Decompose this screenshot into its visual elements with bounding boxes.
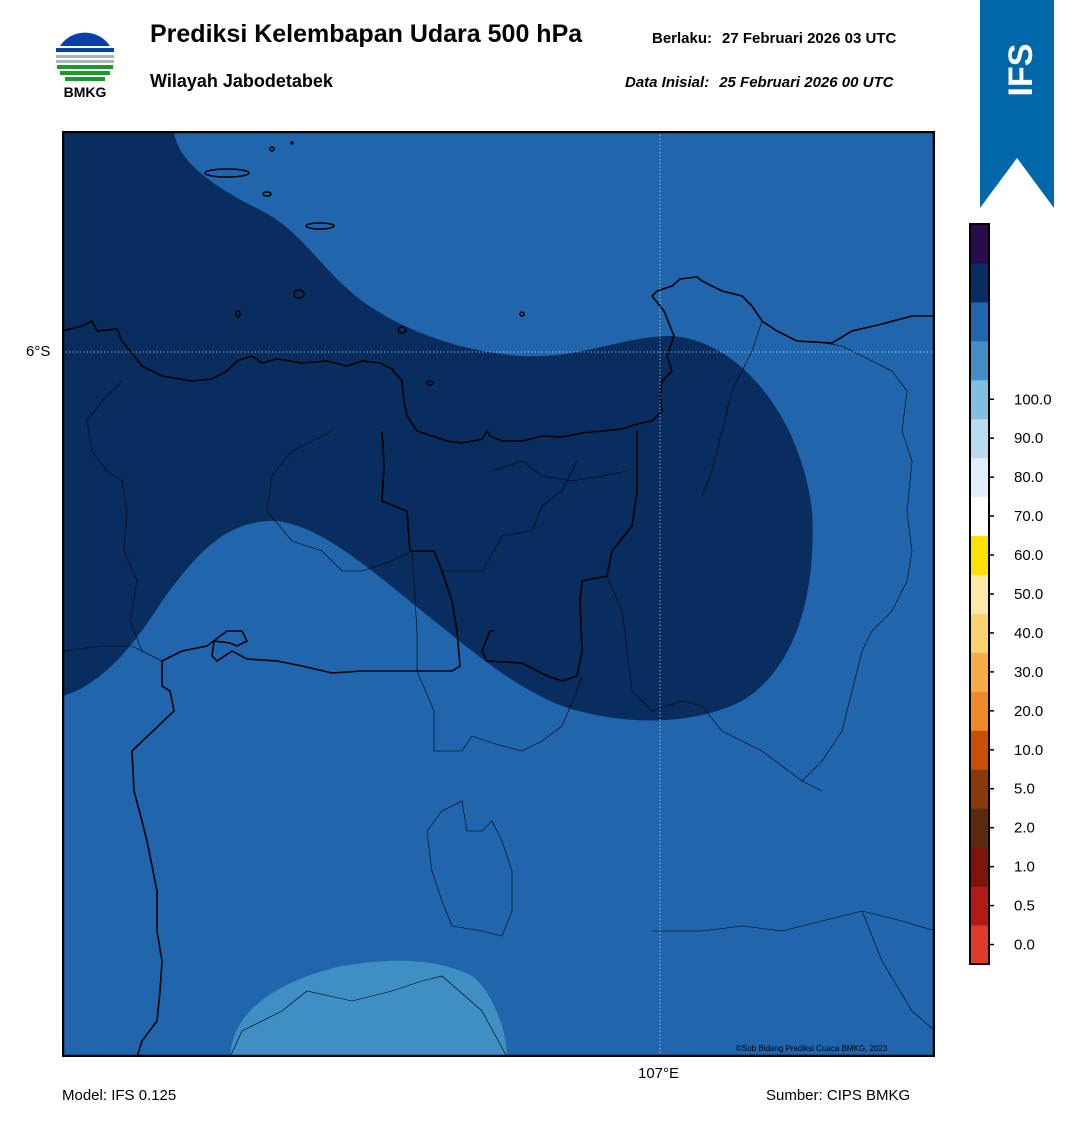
colorbar-swatch	[970, 808, 989, 848]
map-title: Prediksi Kelembapan Udara 500 hPa	[150, 20, 583, 48]
colorbar-tick-label: 1.0	[1014, 859, 1035, 876]
colorbar-tick-label: 60.0	[1014, 547, 1043, 564]
logo-text: BMKG	[63, 84, 107, 100]
jakarta-boundary	[211, 430, 461, 674]
colorbar-tick-label: 90.0	[1014, 430, 1043, 447]
colorbar-tick-label: 100.0	[1014, 391, 1052, 408]
colorbar-swatch	[970, 613, 989, 653]
model-label: Model: IFS 0.125	[62, 1087, 177, 1104]
colorbar-tick-label: 2.0	[1014, 820, 1035, 837]
colorbar-swatch	[970, 574, 989, 614]
colorbar-swatch	[970, 379, 989, 420]
map-frame	[62, 131, 935, 1057]
ifs-ribbon	[980, 0, 1054, 208]
colorbar-frame	[969, 223, 990, 965]
colorbar-labels: 0.0 0.5 1.0 2.0 5.0 10.0 20.0 30.0 40.0 50.0 60.0 7…	[989, 391, 1052, 954]
lon-tick-label: 107°E	[638, 1065, 680, 1082]
colorbar-swatch	[970, 925, 989, 965]
valid-time: Berlaku: 27 Februari 2026 03 UTC	[652, 30, 896, 47]
humidity-field-70	[230, 960, 507, 1057]
colorbar-swatch	[970, 340, 989, 381]
humidity-field-90	[62, 131, 813, 721]
colorbar-tick-label: 50.0	[1014, 586, 1043, 603]
colorbar-tick-label: 0.0	[1014, 937, 1035, 954]
init-time: Data Inisial: 25 Februari 2026 00 UTC	[625, 74, 893, 91]
colorbar-swatch	[970, 301, 989, 342]
colorbar-tick-label: 5.0	[1014, 781, 1035, 798]
colorbar-swatch	[970, 691, 989, 731]
colorbar-swatch	[970, 769, 989, 809]
humidity-map	[62, 131, 935, 1057]
colorbar-tick-label: 20.0	[1014, 703, 1043, 720]
colorbar-tick-label: 0.5	[1014, 898, 1035, 915]
colorbar-swatch	[970, 418, 989, 459]
colorbar-swatch	[970, 262, 989, 303]
valid-label: Berlaku:	[652, 30, 713, 47]
source-label: Sumber: CIPS BMKG	[766, 1087, 911, 1104]
bekasi-boundary	[481, 431, 638, 682]
colorbar-swatch	[970, 535, 989, 576]
colorbar-swatch	[970, 496, 989, 537]
lat-tick-label: 6°S	[26, 343, 51, 360]
map-subtitle: Wilayah Jabodetabek	[150, 71, 333, 91]
ribbon-shape	[980, 0, 1054, 208]
init-label: Data Inisial:	[625, 74, 710, 91]
init-value: 25 Februari 2026 00 UTC	[719, 74, 894, 91]
colorbar-tick-label: 40.0	[1014, 625, 1043, 642]
colorbar-swatch	[970, 886, 989, 926]
colorbar: 0.0 0.5 1.0 2.0 5.0 10.0 20.0 30.0 40.0 50.0 60.0 7…	[969, 223, 1052, 965]
colorbar-swatch	[970, 457, 989, 498]
bmkg-logo	[54, 27, 116, 89]
colorbar-tick-label: 80.0	[1014, 469, 1043, 486]
colorbar-swatch	[970, 224, 989, 264]
colorbar-swatch	[970, 730, 989, 770]
colorbar-tick-label: 10.0	[1014, 742, 1043, 759]
colorbar-swatches	[970, 224, 989, 965]
valid-value: 27 Februari 2026 03 UTC	[722, 30, 897, 47]
north-coastline	[62, 276, 935, 444]
copyright-text: ©Sub Bidang Prediksi Cuaca BMKG, 2023	[736, 1044, 888, 1053]
ifs-badge-text-box: IFS	[1002, 44, 1040, 97]
ifs-badge-text: IFS	[1002, 44, 1040, 97]
colorbar-tick-label: 30.0	[1014, 664, 1043, 681]
colorbar-swatch	[970, 652, 989, 692]
colorbar-tick-label: 70.0	[1014, 508, 1043, 525]
bogor-west-boundary	[131, 630, 228, 1057]
colorbar-swatch	[970, 847, 989, 887]
